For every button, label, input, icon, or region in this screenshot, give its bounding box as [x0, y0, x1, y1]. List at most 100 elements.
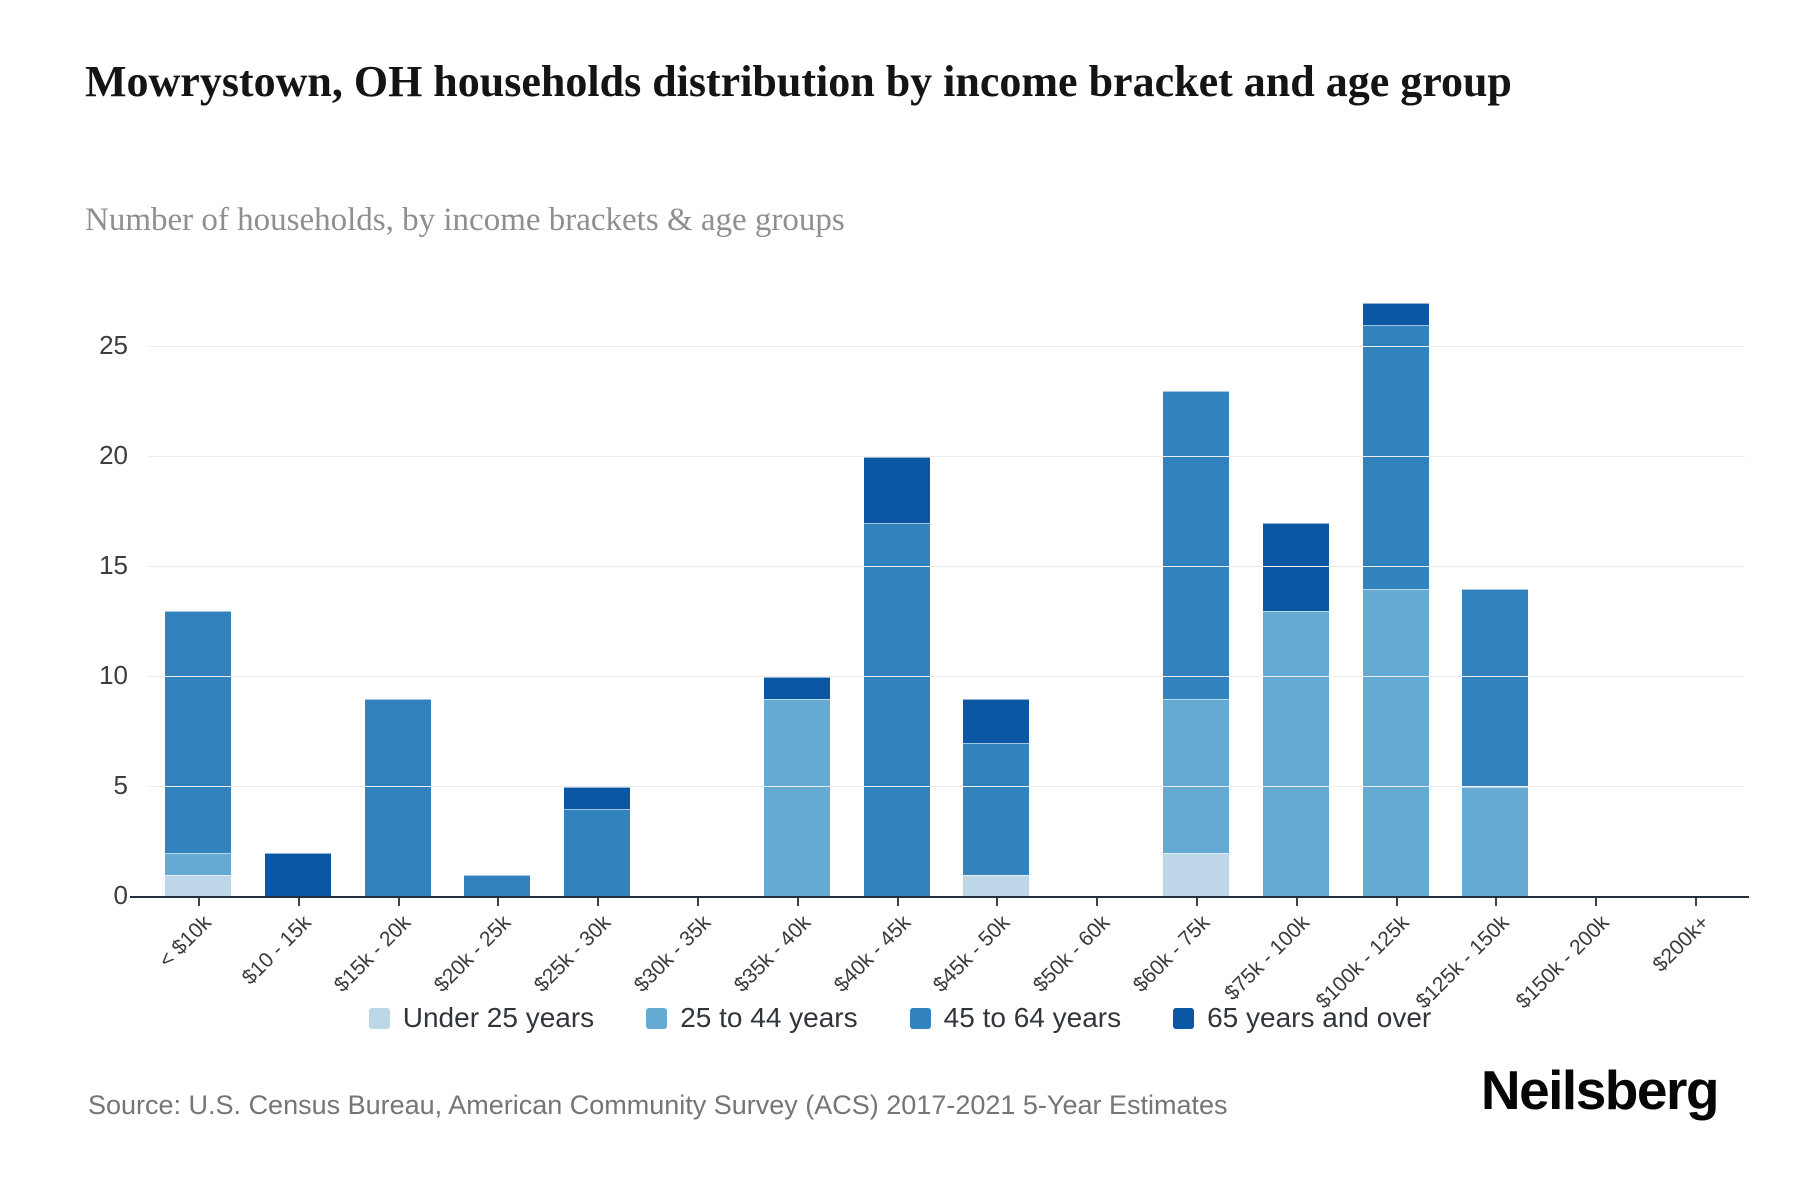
bar-slot — [947, 277, 1047, 897]
gridline — [148, 566, 1745, 567]
x-axis-tick — [1295, 898, 1298, 906]
bar-segment-65-years-and-over — [863, 457, 930, 523]
bar-segment-45-to-64-years — [1362, 325, 1429, 589]
x-axis-tick-label: $10 - 15k — [237, 911, 316, 990]
bar-segment-65-years-and-over — [264, 853, 331, 897]
x-axis-tick-label: $125k - 150k — [1411, 911, 1514, 1014]
plot-area: < $10k $10 - 15k $15k - 20k $20k - 25k $25k … — [99, 277, 1749, 1013]
x-axis-tick — [1695, 898, 1698, 906]
x-axis-tick-label: $60k - 75k — [1128, 911, 1215, 997]
bar-slot — [1446, 277, 1546, 897]
gridline — [148, 786, 1745, 787]
gridline — [148, 676, 1745, 677]
legend-item-65-years-and-over[interactable]: 65 years and over — [1173, 1002, 1431, 1034]
bar-segment-65-years-and-over — [1262, 523, 1329, 611]
bar-segment-45-to-64-years — [564, 809, 631, 897]
bar-segment-45-to-64-years — [164, 611, 231, 853]
legend-item-45-to-64-years[interactable]: 45 to 64 years — [909, 1002, 1122, 1034]
x-axis-tick-label: $30k - 35k — [629, 911, 716, 997]
x-axis-tick — [497, 898, 500, 906]
x-axis-tick — [1395, 898, 1398, 906]
bar-segment-under-25-years — [1163, 853, 1230, 897]
y-axis-tick-label: 25 — [99, 330, 128, 360]
x-axis-tick — [796, 898, 799, 906]
y-axis-tick-label: 20 — [99, 440, 128, 470]
bar-segment-25-to-44-years — [1163, 699, 1230, 853]
legend-item-under-25-years[interactable]: Under 25 years — [368, 1002, 594, 1034]
bar-segment-65-years-and-over — [763, 677, 830, 699]
bar-segment-25-to-44-years — [763, 699, 830, 897]
bar-segment-45-to-64-years — [364, 699, 431, 897]
source-text: Source: U.S. Census Bureau, American Com… — [88, 1090, 1228, 1120]
bar-slot — [348, 277, 448, 897]
x-axis-tick — [397, 898, 400, 906]
bar-slot — [1146, 277, 1246, 897]
x-axis-tick-label: $25k - 30k — [529, 911, 616, 997]
x-axis-tick — [696, 898, 699, 906]
bars-container — [148, 277, 1745, 897]
x-axis-tick — [1495, 898, 1498, 906]
bar-slot — [547, 277, 647, 897]
x-axis-line — [130, 896, 1749, 898]
x-axis-tick — [597, 898, 600, 906]
x-axis-tick — [297, 898, 300, 906]
legend-item-25-to-44-years[interactable]: 25 to 44 years — [646, 1002, 858, 1034]
chart-subtitle: Number of households, by income brackets… — [85, 202, 845, 238]
bar-segment-25-to-44-years — [1462, 787, 1529, 897]
bar-slot — [248, 277, 348, 897]
x-axis-tick-label: $150k - 200k — [1511, 911, 1614, 1014]
x-axis-tick-label: $100k - 125k — [1311, 911, 1414, 1014]
bar-segment-45-to-64-years — [464, 875, 531, 897]
x-axis-tick — [197, 898, 200, 906]
legend-swatch — [368, 1007, 390, 1029]
x-axis-labels: < $10k $10 - 15k $15k - 20k $20k - 25k $25k … — [148, 897, 1745, 1017]
x-axis-tick-label: $35k - 40k — [729, 911, 816, 997]
bar-slot — [1545, 277, 1645, 897]
x-axis-tick-label: $200k+ — [1647, 911, 1714, 977]
bar-segment-25-to-44-years — [1262, 611, 1329, 897]
bar-slot — [1046, 277, 1146, 897]
bar-slot — [1346, 277, 1446, 897]
x-axis-tick-label: $15k - 20k — [330, 911, 416, 997]
bar-slot — [1645, 277, 1745, 897]
bar-segment-45-to-64-years — [1163, 391, 1230, 699]
gridline — [148, 456, 1745, 457]
legend-swatch — [646, 1007, 668, 1029]
bar-slot — [747, 277, 847, 897]
legend-label: 65 years and over — [1207, 1002, 1432, 1033]
x-axis-tick-label: $20k - 25k — [430, 911, 516, 997]
y-axis-tick-label: 15 — [99, 550, 128, 580]
legend-label: 25 to 44 years — [680, 1002, 858, 1033]
bar-segment-45-to-64-years — [863, 523, 930, 897]
bar-segment-45-to-64-years — [1462, 589, 1529, 787]
bar-slot — [447, 277, 547, 897]
x-axis-tick — [896, 898, 899, 906]
y-axis-tick-label: 0 — [113, 880, 128, 910]
x-axis-tick — [1196, 898, 1199, 906]
x-axis-tick-label: $40k - 45k — [829, 911, 915, 997]
chart-title: Mowrystown, OH households distribution b… — [85, 57, 1512, 106]
bar-segment-45-to-64-years — [963, 743, 1030, 875]
bar-slot — [847, 277, 947, 897]
y-axis-tick-label: 10 — [99, 660, 128, 690]
bar-segment-65-years-and-over — [1362, 303, 1429, 325]
x-axis-tick-label: $50k - 60k — [1028, 911, 1115, 997]
legend-swatch — [909, 1007, 931, 1029]
bar-slot — [148, 277, 248, 897]
bar-slot — [1246, 277, 1346, 897]
neilsberg-logo[interactable]: Neilsberg — [1480, 1059, 1720, 1121]
legend-swatch — [1173, 1007, 1195, 1029]
bar-segment-under-25-years — [963, 875, 1030, 897]
x-axis-tick — [1096, 898, 1099, 906]
x-axis-tick-label: $75k - 100k — [1220, 911, 1315, 1005]
bar-slot — [647, 277, 747, 897]
x-axis-tick-label: $45k - 50k — [929, 911, 1015, 997]
bar-segment-25-to-44-years — [1362, 589, 1429, 897]
legend-label: 45 to 64 years — [943, 1002, 1122, 1033]
bar-segment-65-years-and-over — [963, 699, 1030, 743]
bar-segment-65-years-and-over — [564, 787, 631, 809]
gridline — [148, 346, 1745, 347]
x-axis-tick — [996, 898, 999, 906]
x-axis-tick — [1595, 898, 1598, 906]
